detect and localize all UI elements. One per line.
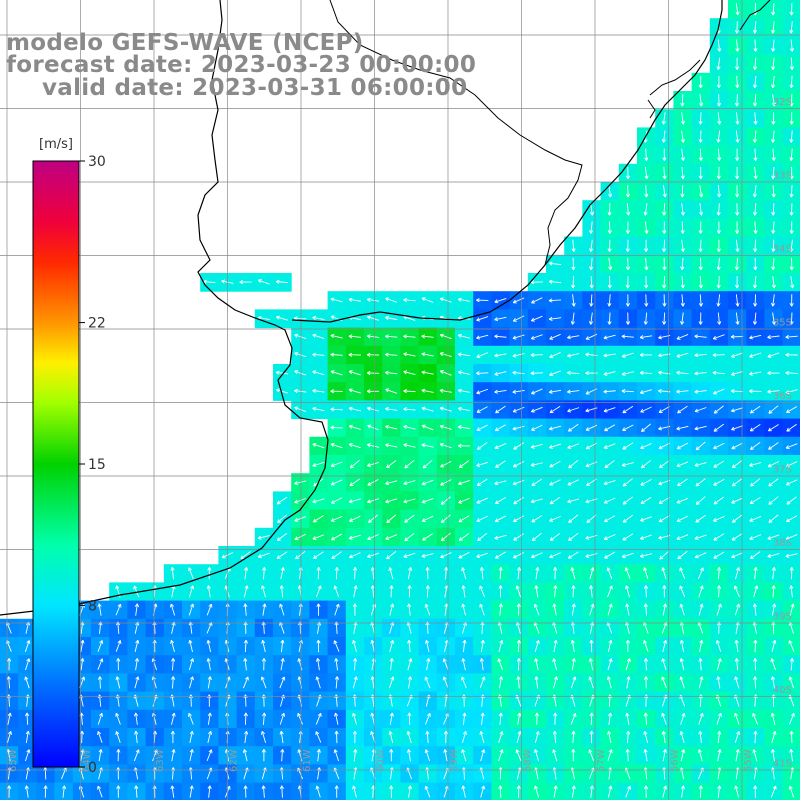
- colorbar-unit: [m/s]: [39, 137, 73, 152]
- colorbar-tick-label: 8: [88, 598, 97, 614]
- lat-label: 38S: [773, 538, 792, 549]
- colorbar-gradient: [33, 161, 79, 767]
- lon-label: 58W: [523, 749, 534, 772]
- colorbar-tick-label: 15: [88, 457, 106, 473]
- lat-label: 39S: [773, 612, 792, 623]
- border-line: [330, 0, 582, 265]
- lon-label: 65W: [8, 749, 19, 772]
- lat-label: 40S: [773, 685, 792, 696]
- lon-label: 57W: [596, 749, 607, 772]
- lat-label: 35S: [773, 318, 792, 329]
- wind-cell: [783, 637, 800, 656]
- lat-label: 32S: [773, 97, 792, 108]
- lon-label: 56W: [670, 749, 681, 772]
- lat-label: 34S: [773, 244, 792, 255]
- valid-date: valid date: 2023-03-31 06:00:00: [42, 76, 467, 100]
- lon-label: 60W: [376, 749, 387, 772]
- colorbar-tick-label: 22: [88, 316, 106, 332]
- lon-label: 59W: [449, 749, 460, 772]
- lon-label: 62W: [229, 749, 240, 772]
- lat-label: 37S: [773, 465, 792, 476]
- lon-label: 55W: [743, 749, 754, 772]
- lon-label: 63W: [155, 749, 166, 772]
- colorbar-tick-label: 30: [88, 154, 106, 170]
- colorbar-tick-label: 0: [88, 760, 97, 776]
- forecast-date: forecast date: 2023-03-23 00:00:00: [6, 53, 476, 77]
- lat-label: 36S: [773, 391, 792, 402]
- lat-label: 33S: [773, 171, 792, 182]
- lat-label: 41S: [773, 759, 792, 770]
- lon-label: 61W: [302, 749, 313, 772]
